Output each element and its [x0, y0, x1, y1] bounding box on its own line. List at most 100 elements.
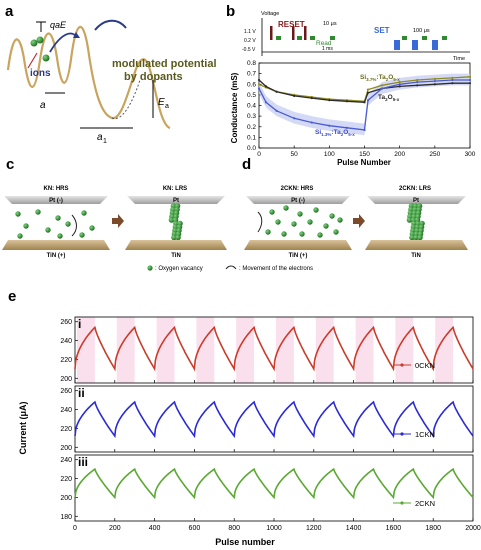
pt-plate: [127, 196, 225, 204]
filament-vacancy: [171, 234, 177, 241]
data-point: [366, 88, 370, 91]
panel-c-letter: c: [6, 156, 14, 173]
series-label-si37: Si3.7%:Ta2O5-x: [360, 74, 400, 82]
y-tick-label: 0.5: [247, 92, 256, 99]
current-xlabel: Pulse number: [215, 537, 275, 547]
modulated-arrow: [94, 19, 127, 31]
ions-pointer: [27, 52, 38, 69]
v-level: 0.2 V: [244, 38, 256, 44]
y-tick-label: 0.4: [247, 103, 256, 110]
data-point: [264, 85, 268, 88]
data-point: [366, 91, 370, 94]
oxygen-vacancy: [65, 221, 71, 227]
data-point: [433, 83, 436, 86]
hop-arrow: [49, 32, 77, 53]
oxygen-vacancy: [15, 211, 21, 217]
data-point: [433, 77, 436, 81]
data-point: [366, 99, 370, 102]
oxygen-vacancy: [299, 231, 305, 237]
oxygen-vacancy: [275, 219, 281, 225]
x-tick-label: 2000: [465, 525, 481, 532]
pulse-100us: 100 μs: [413, 28, 430, 34]
electron-path: [71, 214, 77, 237]
pulse-10us: 10 μs: [323, 21, 337, 27]
data-point: [328, 99, 331, 102]
tin-plate: [244, 240, 352, 250]
x-tick-label: 800: [228, 525, 240, 532]
reset-pulse: [304, 26, 307, 40]
reset-pulse: [292, 26, 295, 40]
panel-d: d 2CKN: HRS Pt (-) TiN (+) 2CKN: LRS Pt …: [242, 156, 468, 259]
set-label: SET: [374, 26, 390, 35]
tin-label: TiN (+): [289, 253, 308, 259]
pt-label: Pt: [173, 198, 179, 204]
data-point: [380, 84, 384, 87]
read-pulse: [276, 36, 281, 40]
filament: [406, 203, 425, 241]
y-tick-label: 0.2: [247, 124, 256, 131]
x-tick-label: 100: [324, 151, 335, 158]
ion: [30, 39, 38, 47]
current-ylabel: Current (μA): [18, 401, 28, 454]
error-band: [259, 73, 470, 136]
v-level: 1.1 V: [244, 29, 256, 35]
oxygen-vacancy: [323, 223, 329, 229]
data-point: [433, 79, 436, 83]
data-point: [328, 124, 331, 127]
oxygen-vacancy: [333, 229, 339, 235]
subplot-frame: [74, 385, 474, 453]
data-point: [345, 100, 349, 103]
current-curve: [74, 400, 474, 439]
pulse-1ms: 1 ms: [322, 46, 333, 52]
data-point: [275, 90, 278, 93]
tin-label: TiN: [411, 253, 421, 259]
y-tick-label: 220: [60, 357, 72, 364]
x-tick-label: 1200: [306, 525, 322, 532]
x-tick-label: 1000: [266, 525, 282, 532]
data-point: [451, 82, 454, 85]
electron-path: [257, 211, 263, 233]
panel-a-letter: a: [5, 3, 14, 20]
oxygen-vacancy: [35, 209, 41, 215]
label-a1-sub: 1: [103, 138, 107, 145]
schematic-legend: : Oxygen vacancy : Movement of the elect…: [147, 265, 313, 272]
conductance-chart: Conductance (mS) Pulse Number 0 50 100 150 2…: [230, 60, 476, 167]
data-point: [468, 82, 472, 85]
subplot-label: ii: [78, 386, 85, 400]
ion: [36, 36, 44, 44]
potential-wave: [6, 25, 171, 130]
x-tick-label: 250: [429, 151, 440, 158]
series-line: [258, 79, 470, 131]
legend-label: 2CKN: [415, 499, 435, 508]
data-point: [468, 75, 472, 78]
filament-vacancy: [175, 234, 181, 241]
panel-e: e Current (μA) Pulse number 200 220 240 260…: [8, 288, 481, 547]
x-tick-label: 1800: [425, 525, 441, 532]
x-tick-label: 200: [109, 525, 121, 532]
pt-plate: [367, 196, 466, 204]
current-curve: [74, 467, 474, 500]
data-point: [451, 78, 454, 82]
oxygen-vacancy: [283, 205, 289, 211]
data-point: [398, 81, 401, 84]
label-ea: E: [158, 97, 165, 108]
reset-pulse: [270, 26, 273, 40]
electron-movement-icon: [225, 265, 237, 270]
panel-c: c KN: HRS Pt (-) TiN (+) KN: LRS Pt TiN: [2, 156, 227, 259]
data-point: [275, 109, 278, 112]
legend-label: 0CKN: [415, 361, 435, 370]
data-point: [468, 78, 472, 82]
data-point: [257, 83, 261, 86]
label-a: a: [40, 100, 46, 111]
pt-plate: [4, 196, 108, 204]
read-pulse: [402, 36, 407, 40]
modulated-dashed: [111, 79, 141, 119]
data-point: [363, 101, 366, 104]
y-tick-label: 260: [60, 388, 72, 395]
data-point: [310, 121, 313, 124]
oxygen-vacancy: [291, 221, 297, 227]
panel-d-letter: d: [242, 156, 251, 173]
y-tick-label: 220: [60, 426, 72, 433]
conductance-ylabel: Conductance (mS): [230, 72, 239, 143]
pt-label: Pt (-): [49, 198, 63, 204]
